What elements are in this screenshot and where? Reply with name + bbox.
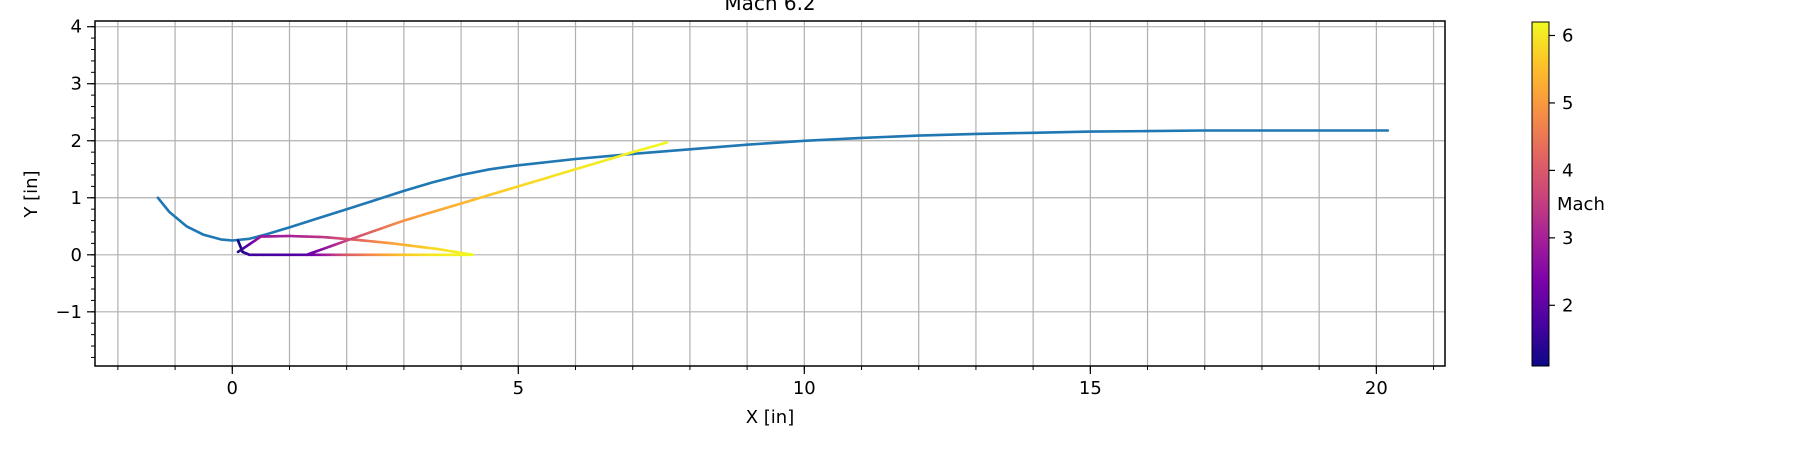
- axis-tick-labels: 0 5 10 15 20 −1 0 1 2 3 4: [55, 17, 1387, 399]
- chart-title: Mach 6.2: [724, 0, 815, 15]
- mach-line-segment: [661, 141, 669, 145]
- y-tick-label: 1: [71, 188, 82, 209]
- y-axis-label: Y [in]: [21, 170, 42, 218]
- colorbar-tick-label: 6: [1562, 25, 1573, 46]
- body-contour-line: [156, 129, 1390, 242]
- y-tick-label: 0: [71, 245, 82, 266]
- plot-frame: [94, 20, 1446, 367]
- axis-ticks: [87, 26, 1435, 374]
- y-tick-label: 2: [71, 131, 82, 152]
- colorbar-tick-label: 5: [1562, 93, 1573, 114]
- x-tick-label: 15: [1079, 378, 1102, 399]
- colorbar-tick-label: 4: [1562, 160, 1573, 181]
- y-tick-label: 3: [71, 74, 82, 95]
- colorbar: [1531, 21, 1550, 367]
- colorbar-tick-label: 3: [1562, 228, 1573, 249]
- colorbar-label: Mach: [1557, 194, 1605, 215]
- colorbar-tick-label: 2: [1562, 295, 1573, 316]
- plot-series: [156, 129, 1390, 257]
- y-tick-label: 4: [71, 17, 82, 38]
- x-tick-label: 0: [227, 378, 238, 399]
- grid: [95, 21, 1445, 366]
- x-tick-label: 10: [793, 378, 816, 399]
- x-axis-label: X [in]: [746, 407, 795, 428]
- colorbar-ticks: 2 3 4 5 6: [1549, 25, 1573, 316]
- y-tick-label: −1: [55, 302, 82, 323]
- x-tick-label: 5: [513, 378, 524, 399]
- x-tick-label: 20: [1365, 378, 1388, 399]
